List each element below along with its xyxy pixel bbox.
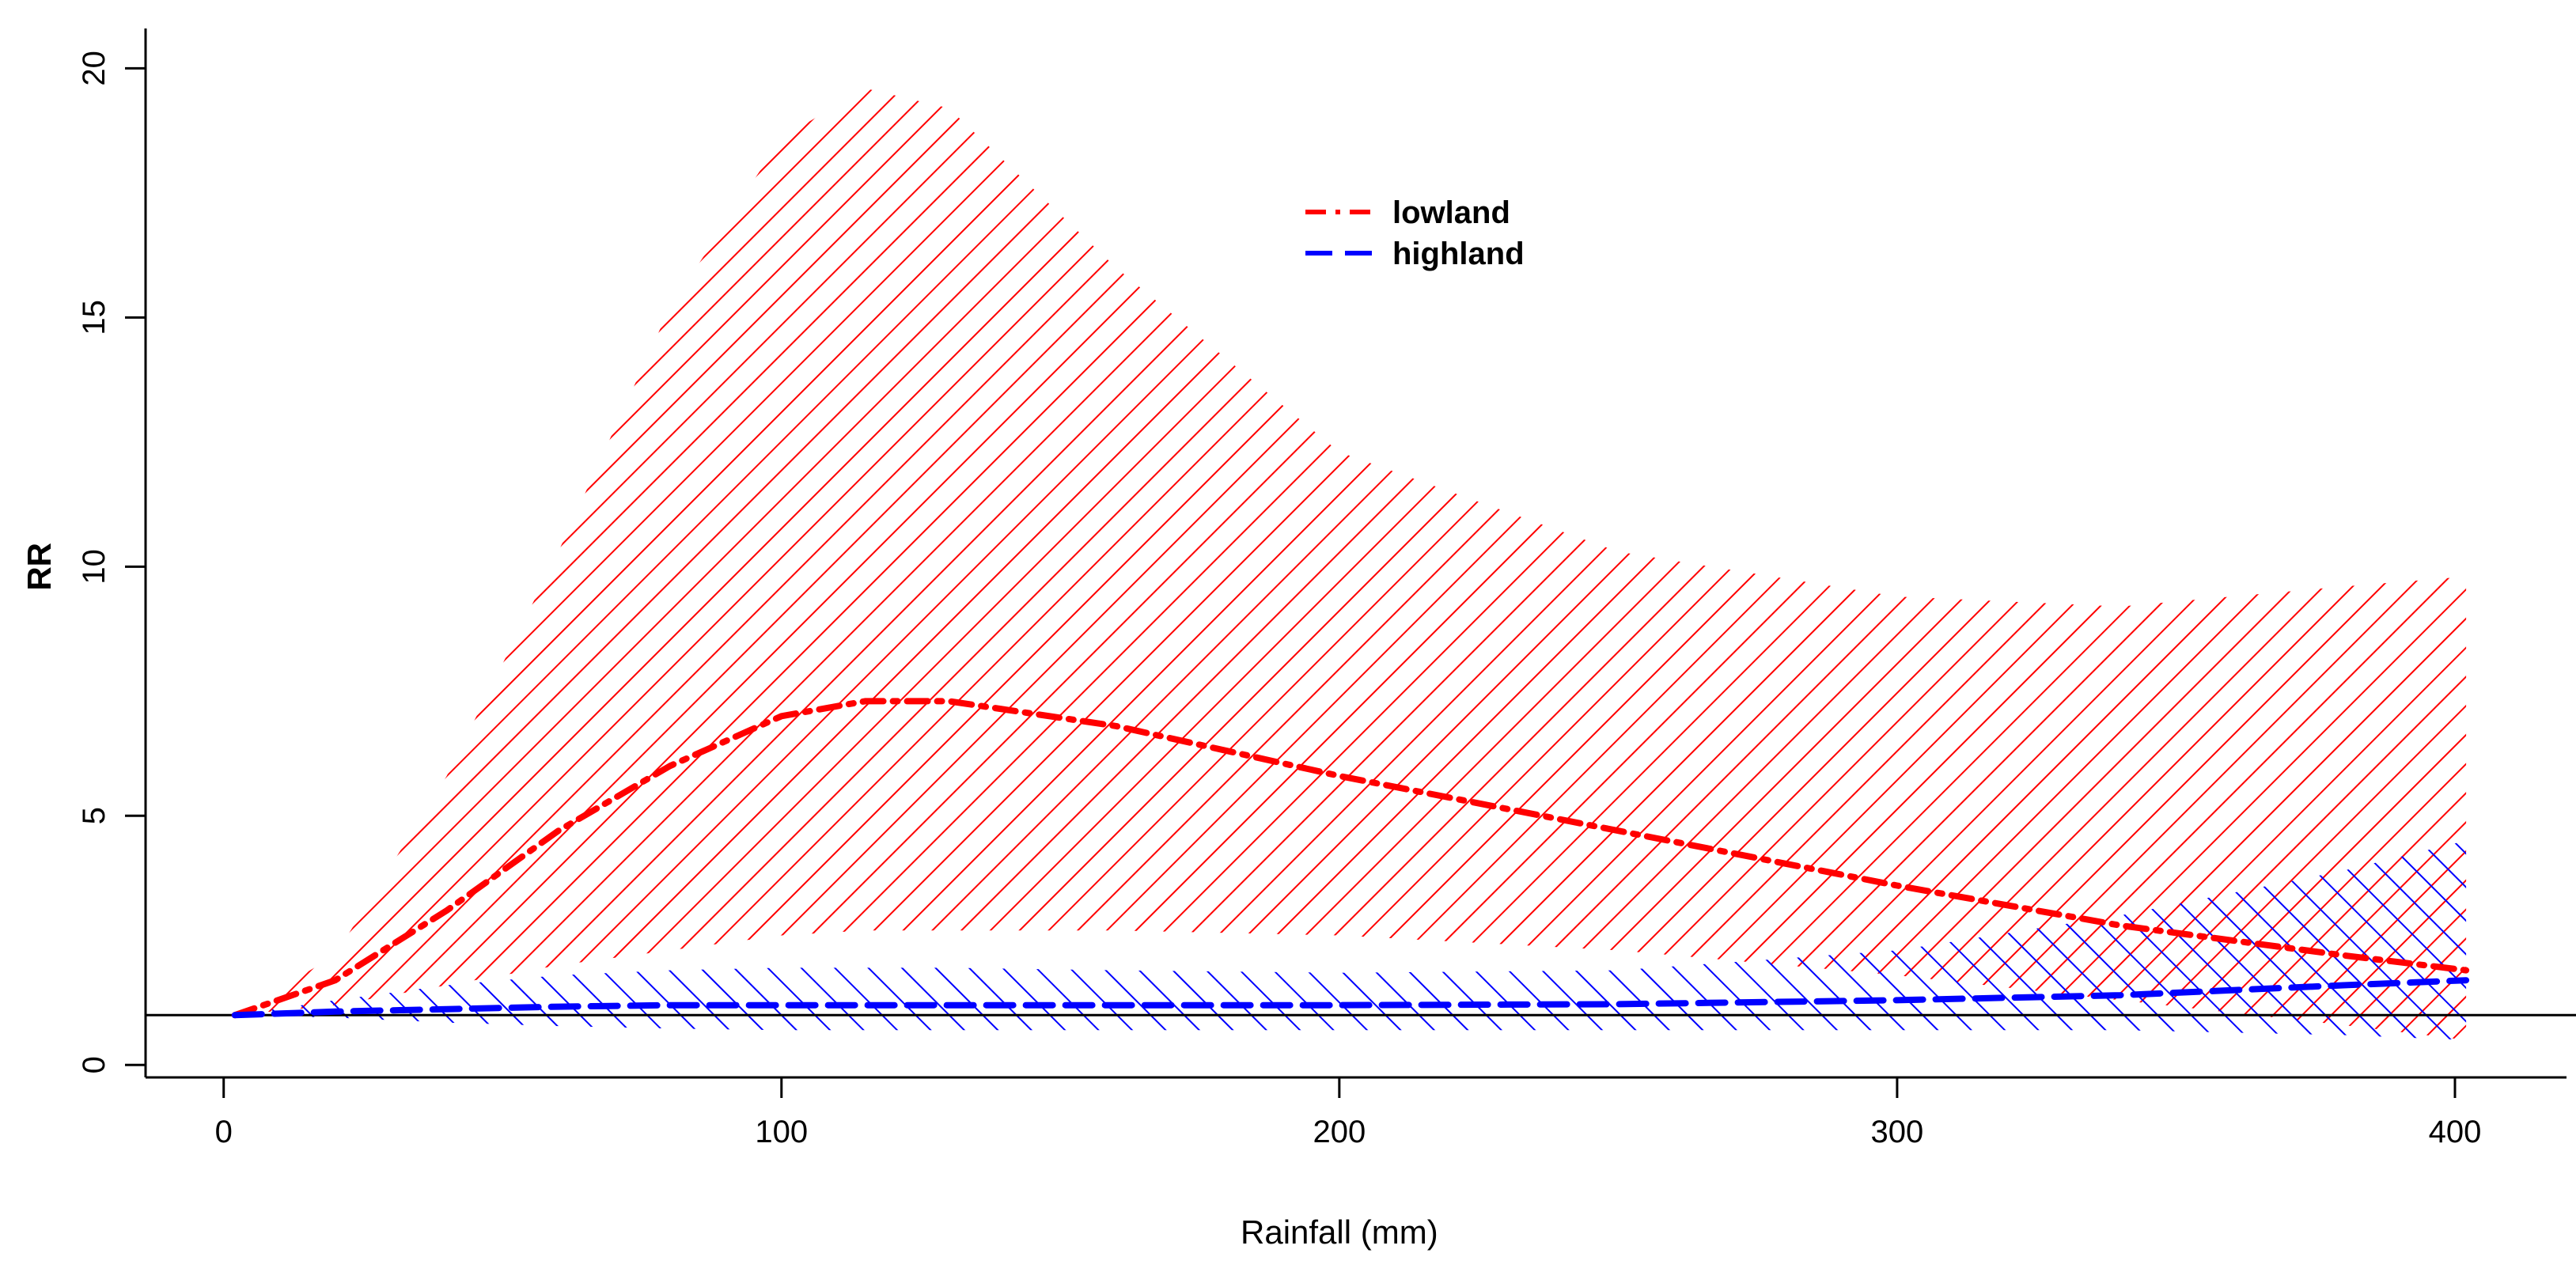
ci-band-highland [234, 840, 2467, 1040]
series-line-highland [231, 977, 2470, 1019]
series-line-lowland [231, 698, 2470, 1019]
ci-band-lowland [234, 88, 2467, 1040]
legend-label-highland: highland [1392, 237, 1525, 271]
y-tick-label: 15 [77, 300, 112, 335]
x-tick-label: 200 [1313, 1115, 1366, 1149]
x-tick-label: 0 [215, 1115, 233, 1149]
x-tick-label: 100 [755, 1115, 808, 1149]
x-tick-label: 400 [2429, 1115, 2482, 1149]
y-tick-label: 0 [77, 1056, 112, 1073]
x-axis-title: Rainfall (mm) [1241, 1213, 1438, 1251]
y-tick-label: 10 [77, 549, 112, 585]
legend-label-lowland: lowland [1392, 195, 1510, 230]
y-tick-label: 5 [77, 807, 112, 824]
y-axis-title: RR [21, 543, 58, 591]
y-tick-label: 20 [77, 51, 112, 86]
x-tick-label: 300 [1871, 1115, 1924, 1149]
legend: lowland highland [1305, 195, 1525, 271]
